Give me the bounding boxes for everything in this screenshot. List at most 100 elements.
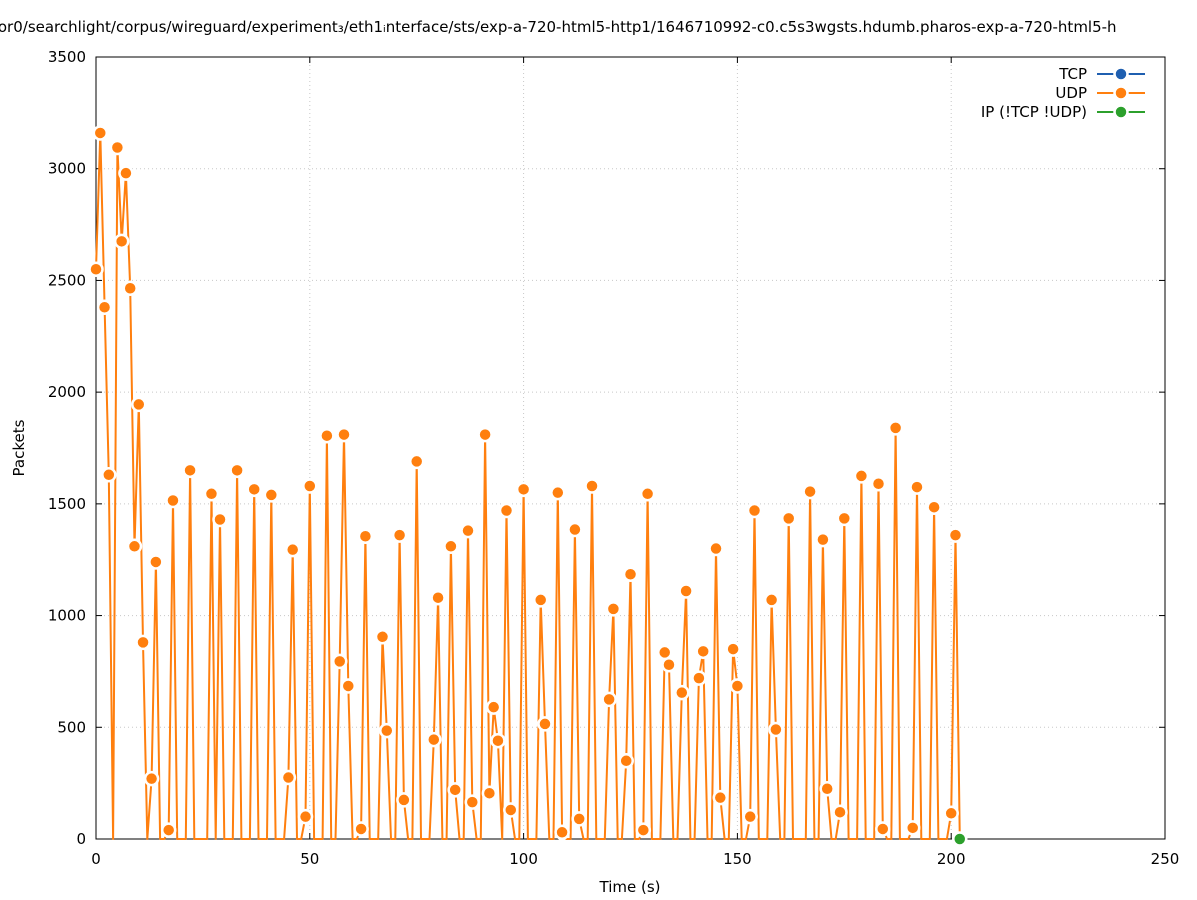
data-point bbox=[584, 478, 600, 494]
data-point bbox=[353, 821, 369, 837]
legend-label: IP (!TCP !UDP) bbox=[981, 103, 1087, 121]
data-point bbox=[246, 481, 262, 498]
y-tick-label: 3000 bbox=[48, 160, 86, 178]
data-point bbox=[605, 601, 622, 617]
data-point bbox=[870, 475, 887, 492]
data-point bbox=[96, 299, 113, 315]
data-point bbox=[832, 804, 848, 820]
data-point bbox=[571, 811, 587, 827]
data-point bbox=[280, 769, 297, 786]
series-1 bbox=[88, 125, 964, 841]
data-point bbox=[537, 716, 553, 732]
data-point bbox=[379, 722, 395, 739]
data-point bbox=[263, 487, 280, 503]
data-point bbox=[302, 478, 318, 494]
data-point bbox=[319, 427, 335, 444]
x-tick-labels: 0 50 100 150 200 250 bbox=[91, 850, 1179, 868]
x-axis-label: Time (s) bbox=[599, 878, 661, 896]
data-point bbox=[635, 822, 652, 838]
data-point bbox=[297, 808, 314, 825]
data-point bbox=[904, 820, 921, 836]
data-point bbox=[691, 670, 707, 686]
data-point bbox=[887, 420, 904, 436]
data-point bbox=[148, 554, 164, 570]
x-tick-label: 150 bbox=[723, 850, 752, 868]
data-point bbox=[396, 792, 412, 808]
legend-entry: IP (!TCP !UDP) bbox=[981, 103, 1145, 121]
data-point bbox=[485, 699, 502, 715]
y-tick-label: 0 bbox=[76, 830, 86, 848]
data-point bbox=[780, 510, 797, 527]
data-point bbox=[498, 502, 515, 519]
y-tick-label: 2000 bbox=[48, 383, 86, 401]
data-point bbox=[135, 634, 151, 651]
data-point bbox=[443, 538, 459, 555]
data-point bbox=[374, 629, 391, 645]
legend-label: UDP bbox=[1055, 84, 1087, 102]
legend-marker bbox=[1113, 85, 1129, 101]
data-point bbox=[160, 822, 177, 838]
data-point bbox=[229, 462, 245, 479]
series-layer bbox=[88, 125, 968, 847]
data-point bbox=[331, 653, 348, 670]
data-point bbox=[729, 678, 746, 694]
data-point bbox=[554, 824, 570, 841]
data-point bbox=[430, 589, 446, 606]
data-point bbox=[947, 527, 964, 543]
data-point bbox=[515, 481, 532, 498]
y-tick-label: 500 bbox=[57, 718, 86, 736]
data-point bbox=[819, 780, 835, 797]
data-point bbox=[763, 592, 780, 608]
data-point bbox=[712, 789, 729, 806]
data-point bbox=[122, 280, 138, 296]
data-point bbox=[532, 592, 549, 608]
series-line bbox=[95, 132, 961, 840]
data-point bbox=[165, 492, 181, 509]
data-point bbox=[815, 531, 831, 548]
chart-title-wrapper: tor0/searchlight/corpus/wireguard/experi… bbox=[0, 18, 1197, 42]
data-point bbox=[131, 396, 147, 413]
data-point bbox=[678, 583, 694, 599]
legend-marker bbox=[1113, 66, 1129, 82]
data-point bbox=[768, 721, 784, 738]
x-tick-label: 250 bbox=[1151, 850, 1180, 868]
data-point bbox=[408, 453, 425, 470]
data-point bbox=[92, 125, 109, 141]
data-point bbox=[477, 426, 493, 443]
data-point bbox=[126, 538, 143, 555]
legend-entry: TCP bbox=[1058, 65, 1145, 83]
data-point bbox=[490, 732, 506, 749]
data-point bbox=[460, 522, 476, 539]
data-point bbox=[836, 510, 853, 527]
data-point bbox=[674, 684, 690, 701]
data-point bbox=[926, 499, 942, 515]
data-point bbox=[340, 678, 357, 694]
data-point bbox=[447, 782, 463, 798]
data-point bbox=[746, 502, 763, 519]
data-point bbox=[725, 641, 741, 657]
data-point bbox=[952, 831, 968, 847]
data-point bbox=[391, 527, 408, 543]
data-point bbox=[639, 486, 656, 502]
data-point bbox=[284, 541, 301, 558]
y-tick-label: 2500 bbox=[48, 271, 86, 289]
data-point bbox=[661, 656, 677, 673]
data-point bbox=[336, 426, 352, 443]
data-point bbox=[426, 731, 442, 748]
data-point bbox=[143, 770, 160, 787]
legend-entry: UDP bbox=[1055, 84, 1145, 102]
x-tick-label: 200 bbox=[937, 850, 966, 868]
y-axis-label: Packets bbox=[10, 419, 28, 476]
data-point bbox=[853, 468, 870, 484]
axis-ticks bbox=[95, 56, 1166, 840]
x-tick-label: 0 bbox=[91, 850, 101, 868]
data-point bbox=[742, 808, 758, 825]
legend-marker bbox=[1113, 104, 1129, 120]
data-point bbox=[464, 794, 481, 810]
data-point bbox=[203, 486, 220, 502]
data-point bbox=[695, 643, 711, 660]
y-tick-labels: 0 500 1000 1500 2000 2500 3000 3500 bbox=[48, 48, 86, 848]
data-point bbox=[943, 805, 959, 822]
